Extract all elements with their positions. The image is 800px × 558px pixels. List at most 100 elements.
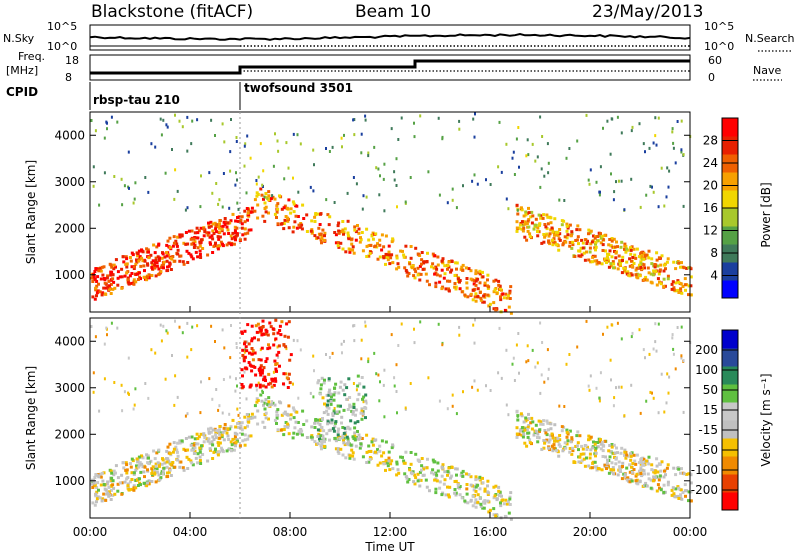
power-point xyxy=(174,239,178,243)
velocity-point xyxy=(488,508,492,512)
power-point xyxy=(182,262,186,266)
velocity-point xyxy=(645,484,649,488)
power-point xyxy=(588,246,592,250)
power-point xyxy=(610,239,614,243)
velocity-point xyxy=(275,416,279,420)
velocity-point xyxy=(215,429,219,433)
velocity-point xyxy=(185,455,189,459)
power-point xyxy=(116,276,120,280)
power-point xyxy=(298,225,302,229)
power-point xyxy=(418,264,422,268)
velocity-point-patch xyxy=(240,331,244,335)
velocity-point xyxy=(340,436,344,440)
velocity-point xyxy=(214,436,218,440)
power-point xyxy=(453,285,457,289)
power-point xyxy=(253,209,257,213)
velocity-point-sparse xyxy=(218,404,221,408)
velocity-point-patch xyxy=(340,415,344,419)
velocity-point xyxy=(374,438,378,442)
power-point xyxy=(404,269,408,272)
x-tick-label: 04:00 xyxy=(173,525,208,539)
velocity-point xyxy=(208,441,212,445)
velocity-point xyxy=(481,481,485,485)
velocity-point xyxy=(565,442,569,446)
power-point xyxy=(540,241,544,245)
velocity-point xyxy=(208,447,212,451)
velocity-point-sparse xyxy=(595,386,598,390)
power-point xyxy=(224,220,228,224)
velocity-point xyxy=(273,418,277,422)
velocity-point xyxy=(486,499,490,503)
power-point xyxy=(664,267,667,271)
power-point xyxy=(655,251,659,255)
velocity-point xyxy=(186,467,190,470)
power-point xyxy=(534,217,538,221)
power-point xyxy=(558,232,562,236)
power-point xyxy=(581,241,585,245)
velocity-point xyxy=(550,432,554,436)
power-point xyxy=(113,286,117,290)
colorbar-swatch xyxy=(722,330,738,349)
velocity-point xyxy=(639,466,643,470)
velocity-point xyxy=(207,431,211,435)
power-point xyxy=(337,245,341,249)
power-point xyxy=(539,214,543,218)
velocity-point xyxy=(431,458,435,462)
velocity-point xyxy=(492,496,496,500)
velocity-point xyxy=(214,447,217,451)
power-point xyxy=(105,276,109,280)
power-point-sparse xyxy=(266,197,269,200)
velocity-point xyxy=(320,443,324,446)
velocity-point xyxy=(621,461,625,465)
power-point xyxy=(407,272,411,275)
power-point xyxy=(642,277,646,281)
velocity-point xyxy=(221,430,225,434)
power-point xyxy=(218,222,221,226)
velocity-point xyxy=(278,400,281,404)
velocity-point xyxy=(236,425,240,429)
power-point xyxy=(488,302,492,306)
velocity-point xyxy=(229,425,233,429)
velocity-point-sparse xyxy=(609,358,612,362)
power-point xyxy=(529,215,533,219)
power-point xyxy=(256,216,260,220)
power-point xyxy=(239,218,243,222)
velocity-point-patch xyxy=(270,385,274,389)
velocity-point xyxy=(276,413,280,417)
power-point xyxy=(297,223,301,227)
power-point xyxy=(323,231,327,235)
power-point xyxy=(420,258,424,262)
velocity-point xyxy=(92,481,96,485)
power-point-sparse xyxy=(455,206,458,210)
power-point xyxy=(594,245,598,249)
power-point xyxy=(657,272,661,276)
power-point xyxy=(553,217,557,221)
velocity-point xyxy=(622,472,626,476)
power-point xyxy=(412,274,416,278)
power-point xyxy=(619,245,623,249)
power-point-sparse xyxy=(276,139,279,143)
power-point xyxy=(351,245,355,249)
power-point xyxy=(386,255,390,258)
power-point xyxy=(574,239,578,242)
velocity-point-patch xyxy=(247,342,251,346)
power-point xyxy=(190,242,194,246)
velocity-point xyxy=(609,470,613,474)
power-point xyxy=(107,284,111,288)
x-tick-label: 00:00 xyxy=(73,525,108,539)
velocity-point xyxy=(157,478,161,482)
power-point xyxy=(145,247,149,251)
velocity-point xyxy=(122,466,126,470)
power-point xyxy=(634,256,638,260)
power-point xyxy=(596,261,600,264)
power-point xyxy=(626,270,630,274)
power-point xyxy=(551,243,555,247)
velocity-point xyxy=(141,456,145,460)
power-colorbar-label: Power [dB] xyxy=(759,182,773,247)
velocity-point xyxy=(550,444,554,448)
velocity-point xyxy=(479,502,483,506)
power-point xyxy=(162,260,166,264)
velocity-point-patch xyxy=(250,347,254,350)
velocity-point-sparse xyxy=(611,323,614,327)
power-point xyxy=(337,229,341,233)
